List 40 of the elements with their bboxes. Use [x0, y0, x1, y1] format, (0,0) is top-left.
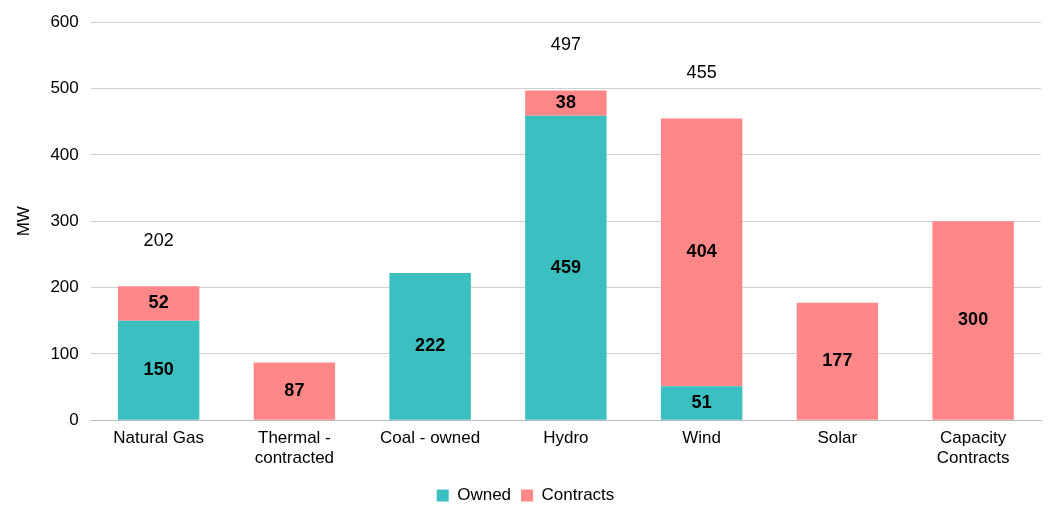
y-tick-label: 100 — [50, 343, 79, 363]
x-tick-label: Coal - owned — [380, 428, 481, 448]
y-tick-label: 200 — [50, 277, 79, 297]
bar — [525, 90, 607, 116]
bar — [796, 302, 879, 420]
data-label: 87 — [284, 380, 305, 401]
total-label: 202 — [143, 230, 174, 251]
total-label: 497 — [550, 34, 581, 55]
y-tick-label: 600 — [50, 11, 79, 31]
total-label: 455 — [686, 62, 717, 83]
data-label: 38 — [555, 92, 576, 113]
y-tick-label: 500 — [50, 78, 79, 98]
bar — [660, 118, 743, 387]
bar — [932, 221, 1014, 420]
data-label: 52 — [148, 292, 169, 313]
data-label: 222 — [415, 335, 446, 356]
data-label: 459 — [550, 256, 581, 277]
bar — [660, 386, 743, 420]
data-label: 404 — [686, 241, 717, 262]
y-tick-label: 300 — [50, 210, 79, 230]
x-tick-label: Capacity Contracts — [936, 428, 1010, 468]
data-label: 150 — [143, 359, 174, 380]
x-tick-label: Thermal - contracted — [254, 428, 335, 468]
data-label: 51 — [691, 392, 712, 412]
data-label: 300 — [958, 309, 989, 330]
x-tick-label: Solar — [817, 428, 858, 448]
x-tick-label: Hydro — [543, 428, 589, 448]
bar — [389, 272, 471, 420]
x-tick-label: Wind — [682, 428, 721, 448]
legend-label: Contracts — [541, 485, 615, 505]
data-label: 177 — [822, 350, 853, 371]
y-tick-label: 400 — [50, 144, 79, 164]
legend-label: Owned — [457, 485, 512, 505]
y-axis-title: MW — [13, 206, 33, 237]
y-tick-label: 0 — [69, 409, 79, 429]
bar — [117, 286, 200, 321]
bar — [525, 115, 607, 420]
bar — [117, 320, 200, 420]
x-tick-label: Natural Gas — [113, 428, 204, 448]
bar — [253, 362, 336, 420]
